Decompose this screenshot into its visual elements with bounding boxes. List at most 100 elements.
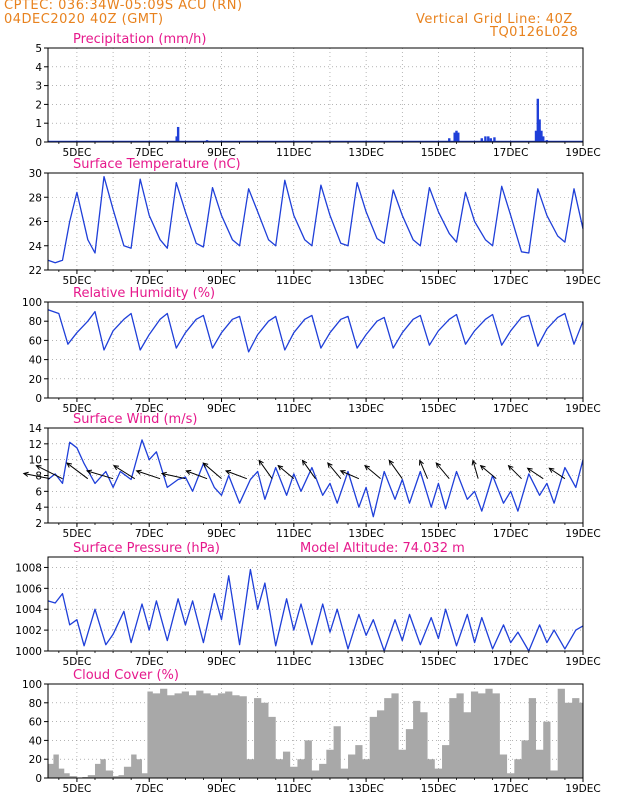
- wind-vector: [136, 470, 161, 480]
- wind-vector-head: [301, 459, 308, 466]
- wind-vector-head: [35, 465, 42, 470]
- y-tick-label: 2: [35, 99, 42, 111]
- wind-vector-head: [224, 469, 232, 475]
- wind-vector: [327, 462, 342, 479]
- x-tick-label: 19DEC: [565, 528, 600, 540]
- panel-title: Surface Wind (m/s): [73, 412, 197, 427]
- x-tick-label: 19DEC: [565, 275, 600, 287]
- y-tick-label: 100: [22, 297, 42, 309]
- series-line: [47, 175, 584, 264]
- precip-bar: [448, 138, 451, 142]
- y-tick-label: 2: [35, 518, 42, 530]
- y-tick-label: 4: [35, 502, 42, 514]
- y-tick-label: 20: [29, 754, 42, 766]
- x-tick-label: 13DEC: [348, 403, 383, 415]
- x-tick-label: 11DEC: [276, 528, 311, 540]
- wind-vector-head: [526, 467, 533, 473]
- x-tick-label: 17DEC: [493, 275, 528, 287]
- panel-frame: [47, 427, 584, 524]
- x-tick-label: 5DEC: [63, 656, 92, 668]
- y-tick-label: 1006: [15, 583, 42, 595]
- panel-5: Surface Pressure (hPa) Model Altitude: 74…: [15, 541, 600, 668]
- panel-title: Surface Pressure (hPa): [73, 541, 220, 556]
- x-tick-label: 15DEC: [421, 783, 456, 795]
- y-tick-label: 1: [35, 118, 42, 130]
- x-tick-label: 17DEC: [493, 528, 528, 540]
- x-tick-label: 13DEC: [348, 783, 383, 795]
- header-grid-line: Vertical Grid Line: 40Z: [416, 12, 573, 27]
- y-tick-label: 3: [35, 81, 42, 93]
- y-tick-label: 0: [35, 773, 42, 785]
- precip-bar: [176, 126, 180, 142]
- panel-frame: [47, 172, 584, 271]
- precip-bar: [538, 119, 541, 142]
- panel-frame: [47, 556, 584, 652]
- x-tick-label: 17DEC: [493, 147, 528, 159]
- wind-vector-head: [364, 464, 370, 471]
- wind-vector: [527, 467, 544, 480]
- x-tick-label: 15DEC: [421, 147, 456, 159]
- y-tick-label: 22: [29, 265, 42, 277]
- x-tick-label: 5DEC: [63, 783, 92, 795]
- panel-frame: [47, 301, 584, 399]
- precip-bar: [493, 137, 496, 142]
- x-tick-label: 5DEC: [63, 528, 92, 540]
- wind-vector: [435, 462, 450, 479]
- x-tick-label: 7DEC: [135, 656, 164, 668]
- panel-4: Surface Wind (m/s)24681012145DEC7DEC9DEC…: [22, 412, 601, 540]
- wind-vector: [364, 465, 381, 480]
- precip-bar: [480, 138, 483, 142]
- wind-vector-head: [66, 462, 72, 468]
- x-tick-label: 13DEC: [348, 275, 383, 287]
- y-tick-label: 20: [29, 374, 42, 386]
- series-line: [47, 568, 584, 652]
- x-tick-label: 19DEC: [565, 147, 600, 159]
- wind-vector: [277, 465, 295, 480]
- wind-vector-head: [112, 465, 119, 471]
- precip-bar: [175, 136, 178, 142]
- panel-1: Precipitation (mm/h) 0 1 2 3 4 5 5DEC 7DEC 9DEC 11…: [35, 32, 600, 159]
- x-tick-label: 9DEC: [207, 528, 236, 540]
- y-tick-label: 40: [29, 735, 42, 747]
- wind-vector: [161, 472, 186, 480]
- wind-vector-head: [202, 462, 209, 468]
- y-tick-label: 100: [22, 679, 42, 691]
- precip-bar: [457, 132, 460, 142]
- x-tick-label: 9DEC: [207, 147, 236, 159]
- x-tick-label: 17DEC: [493, 403, 528, 415]
- x-tick-label: 17DEC: [493, 783, 528, 795]
- x-tick-label: 5DEC: [63, 275, 92, 287]
- wind-vector-head: [435, 462, 442, 469]
- y-tick-label: 80: [29, 316, 42, 328]
- y-tick-label: 0: [35, 137, 42, 149]
- wind-vector: [419, 460, 429, 479]
- panel-2: Surface Temperature (nC) 22 24 26 28 30 5DEC 7D…: [29, 157, 601, 287]
- y-tick-label: 1008: [15, 562, 42, 574]
- header-model-code: TQ0126L028: [490, 25, 579, 40]
- y-tick-label: 5: [35, 43, 42, 55]
- x-tick-label: 11DEC: [276, 403, 311, 415]
- x-tick-label: 11DEC: [276, 656, 311, 668]
- x-tick-label: 9DEC: [207, 403, 236, 415]
- x-tick-label: 11DEC: [276, 147, 311, 159]
- precip-bar: [453, 132, 456, 142]
- y-tick-label: 30: [29, 168, 42, 180]
- x-tick-label: 15DEC: [421, 403, 456, 415]
- panel-6: Cloud Cover (%) 0 20 40 60 80 100 5DEC 7DEC 9DEC 1…: [22, 668, 601, 795]
- precip-bar: [534, 130, 538, 142]
- wind-vector-head: [339, 470, 346, 475]
- x-tick-label: 7DEC: [135, 528, 164, 540]
- wind-vector-head: [277, 464, 284, 471]
- wind-vector: [508, 465, 522, 480]
- series-line: [47, 309, 584, 353]
- panel-title: Surface Temperature (nC): [73, 157, 241, 172]
- x-tick-label: 15DEC: [421, 528, 456, 540]
- y-tick-label: 1002: [15, 625, 42, 637]
- x-tick-label: 7DEC: [135, 275, 164, 287]
- x-tick-label: 5DEC: [63, 403, 92, 415]
- y-tick-label: 1004: [15, 604, 42, 616]
- panel-title: Precipitation (mm/h): [73, 32, 206, 47]
- wind-vector: [340, 470, 360, 480]
- y-tick-label: 60: [29, 717, 42, 729]
